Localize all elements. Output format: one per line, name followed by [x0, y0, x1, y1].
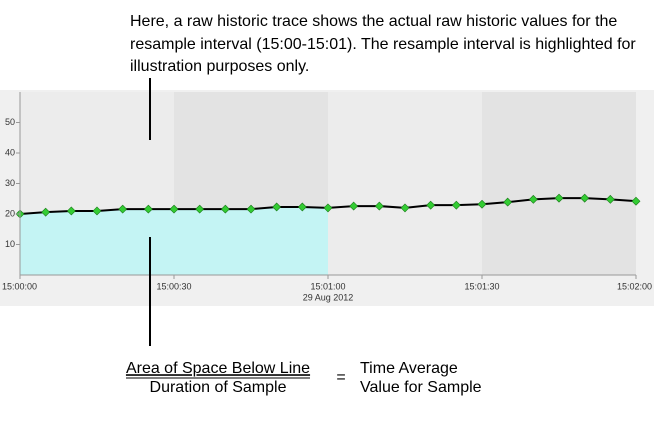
data-point: [631, 196, 641, 206]
data-point: [580, 193, 590, 203]
data-point: [323, 203, 333, 213]
data-point: [426, 200, 436, 210]
annotation-line: Here, a raw historic trace shows the act…: [130, 13, 617, 30]
x-tick-label: 15:01:30: [464, 281, 499, 291]
data-point: [169, 204, 179, 214]
y-tick-label: 40: [5, 147, 15, 157]
data-point: [400, 203, 410, 213]
formula-result: Value for Sample: [360, 379, 482, 396]
highlight-area: [20, 206, 328, 275]
data-point: [349, 201, 359, 211]
annotation-line: illustration purposes only.: [130, 58, 309, 75]
y-tick-label: 20: [5, 208, 15, 218]
data-point: [605, 194, 615, 204]
x-tick-label: 15:00:00: [2, 281, 37, 291]
data-point: [554, 193, 564, 203]
data-point: [451, 200, 461, 210]
plot-band: [482, 92, 636, 275]
data-point: [220, 204, 230, 214]
date-label: 29 Aug 2012: [303, 292, 354, 302]
plot-band: [328, 92, 482, 275]
data-point: [246, 204, 256, 214]
y-tick-label: 50: [5, 117, 15, 127]
x-tick-label: 15:00:30: [156, 281, 191, 291]
plot: 10 20 30 40 50 15:00:00 15:00:30 15:01:00 15:01:…: [2, 92, 652, 302]
data-point: [143, 204, 153, 214]
annotation-line: resample interval (15:00-15:01). The res…: [130, 36, 636, 53]
data-point: [272, 202, 282, 212]
y-tick-label: 10: [5, 239, 15, 249]
formula-result: Time Average: [360, 360, 458, 377]
formula-numerator: Area of Space Below Line: [126, 360, 310, 377]
data-point: [503, 197, 513, 207]
data-point: [66, 206, 76, 216]
data-point: [92, 206, 102, 216]
data-point: [477, 199, 487, 209]
x-tick-label: 15:02:00: [617, 281, 652, 291]
x-tick-label: 15:01:00: [310, 281, 345, 291]
formula-equals: =: [336, 369, 345, 386]
data-point: [297, 202, 307, 212]
data-point: [118, 204, 128, 214]
formula-denominator: Duration of Sample: [150, 379, 287, 396]
data-point: [528, 194, 538, 204]
data-point: [41, 207, 51, 217]
data-point: [195, 204, 205, 214]
y-tick-label: 30: [5, 178, 15, 188]
data-point: [374, 201, 384, 211]
